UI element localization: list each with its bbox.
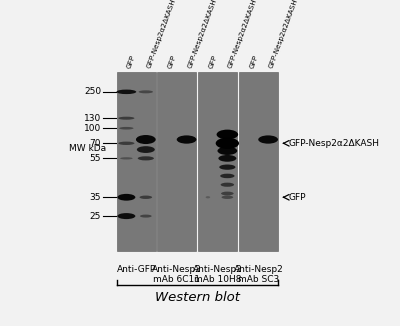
Text: GFP-Nesp2α2ΔKASH: GFP-Nesp2α2ΔKASH [146, 0, 177, 69]
Text: GFP: GFP [288, 193, 306, 202]
Text: GFP-Nesp2α2ΔKASH: GFP-Nesp2α2ΔKASH [268, 0, 299, 69]
Ellipse shape [258, 135, 278, 144]
Ellipse shape [219, 165, 236, 170]
Text: Anti-Nesp2
mAb 6C11: Anti-Nesp2 mAb 6C11 [152, 265, 202, 285]
Text: GFP-Nesp2α2ΔKASH: GFP-Nesp2α2ΔKASH [227, 0, 258, 69]
Text: 25: 25 [90, 212, 101, 221]
Ellipse shape [140, 196, 152, 199]
Ellipse shape [216, 130, 238, 140]
Ellipse shape [118, 117, 134, 120]
Text: Anti-Nesp2
mAb 10H8: Anti-Nesp2 mAb 10H8 [193, 265, 242, 285]
Text: Western blot: Western blot [155, 291, 240, 304]
Ellipse shape [220, 174, 234, 178]
Bar [198, 72, 237, 251]
Text: 35: 35 [90, 193, 101, 202]
Ellipse shape [137, 146, 155, 153]
Ellipse shape [216, 138, 239, 149]
Text: 250: 250 [84, 87, 101, 96]
Ellipse shape [206, 196, 210, 199]
Ellipse shape [140, 215, 152, 217]
Text: GFP: GFP [167, 54, 178, 69]
Text: MW kDa: MW kDa [69, 144, 106, 154]
Text: GFP: GFP [249, 54, 259, 69]
Ellipse shape [117, 213, 135, 219]
Ellipse shape [136, 135, 156, 144]
Ellipse shape [117, 194, 135, 200]
Bar [239, 72, 278, 251]
Text: GFP: GFP [208, 54, 218, 69]
Ellipse shape [116, 90, 136, 94]
Ellipse shape [218, 155, 236, 162]
Ellipse shape [120, 157, 133, 159]
Text: GFP: GFP [126, 54, 137, 69]
Bar [158, 72, 196, 251]
Ellipse shape [118, 141, 134, 145]
Text: Anti-Nesp2
mAb SC3: Anti-Nesp2 mAb SC3 [234, 265, 283, 285]
Ellipse shape [139, 90, 153, 93]
Text: GFP-Nesp2α2ΔKASH: GFP-Nesp2α2ΔKASH [186, 0, 218, 69]
Text: 130: 130 [84, 114, 101, 123]
Ellipse shape [222, 196, 233, 199]
Ellipse shape [221, 192, 234, 195]
Text: GFP-Nesp2α2ΔKASH: GFP-Nesp2α2ΔKASH [288, 139, 379, 148]
Ellipse shape [177, 135, 196, 144]
Ellipse shape [138, 156, 154, 160]
Text: 100: 100 [84, 124, 101, 133]
Text: 55: 55 [90, 154, 101, 163]
Bar [117, 72, 156, 251]
Text: 70: 70 [90, 139, 101, 148]
Ellipse shape [221, 183, 234, 187]
Ellipse shape [218, 147, 237, 155]
Ellipse shape [119, 127, 134, 129]
Text: Anti-GFP: Anti-GFP [116, 265, 156, 274]
